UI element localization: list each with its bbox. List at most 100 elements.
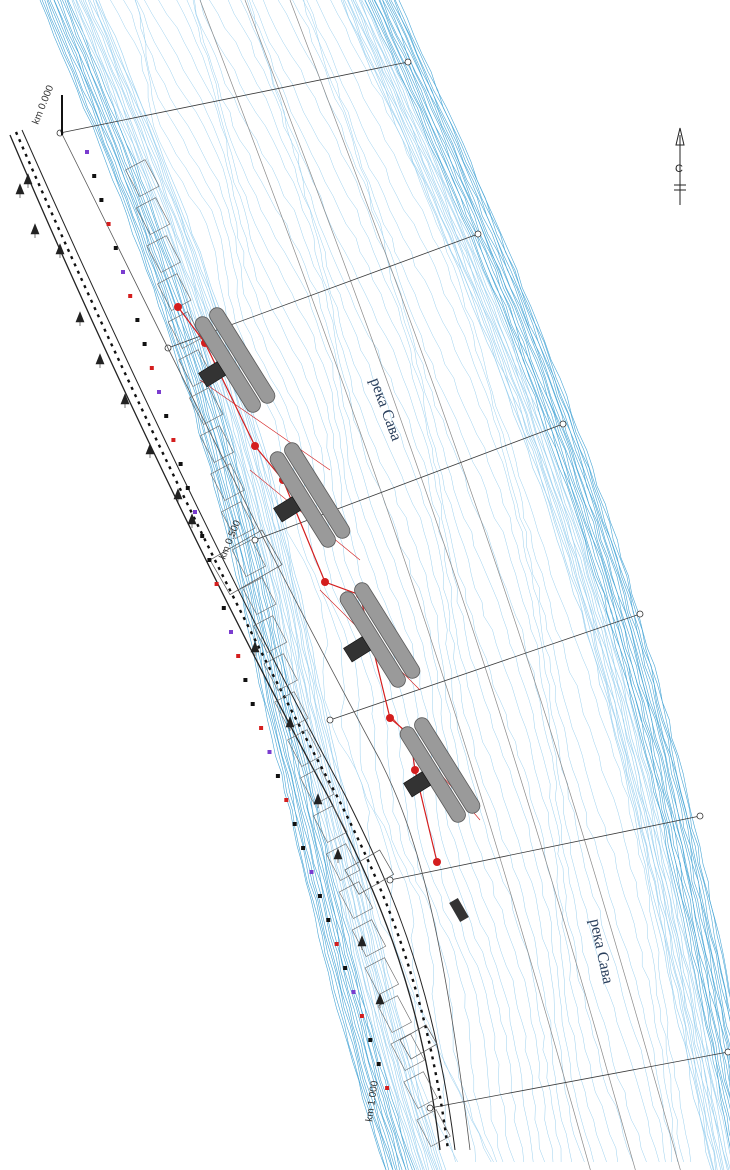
cross-section-end-marker — [725, 1049, 730, 1055]
river-contour — [263, 0, 633, 1162]
bank-contour-right — [370, 0, 730, 1170]
road-marker — [284, 798, 288, 802]
road-marker — [229, 630, 233, 634]
road-marker — [128, 294, 132, 298]
left-river-bank — [40, 0, 446, 1170]
road-marker — [352, 990, 356, 994]
river-contour — [135, 0, 491, 1162]
pontoon-pair — [379, 715, 483, 837]
utility-node — [251, 442, 259, 450]
road-marker — [276, 774, 280, 778]
road-marker — [107, 222, 111, 226]
tree-icon — [251, 642, 259, 656]
road-marker — [186, 486, 190, 490]
road-marker — [92, 174, 96, 178]
cross-section-line — [330, 614, 640, 720]
road-marker — [385, 1086, 389, 1090]
river-label-lower: река Сава — [586, 917, 616, 985]
cross-section-line — [430, 1052, 728, 1108]
bank-contour-right — [347, 0, 715, 1170]
river-contour — [135, 0, 476, 1162]
road-marker — [99, 198, 103, 202]
river-contour — [303, 0, 672, 1162]
road-marker — [251, 702, 255, 706]
road-marker — [215, 582, 219, 586]
road-marker — [143, 342, 147, 346]
road-marker — [377, 1062, 381, 1066]
north-arrow-label: С — [675, 163, 683, 175]
river-contour — [177, 0, 515, 1162]
road-marker — [121, 270, 125, 274]
road-marker — [179, 462, 183, 466]
road-marker — [301, 846, 305, 850]
bank-contour-right — [351, 0, 720, 1170]
bank-contour-left — [47, 0, 393, 1170]
road-marker — [207, 558, 211, 562]
chainage-label-mid: km 0.500 — [218, 518, 244, 561]
river-contour — [331, 0, 691, 1162]
bank-contour-right — [365, 0, 730, 1170]
utility-node — [411, 766, 419, 774]
tree-icon — [31, 224, 39, 238]
cross-section-end-marker — [475, 231, 481, 237]
road-marker — [360, 1014, 364, 1018]
cross-section-start-marker — [327, 717, 333, 723]
road-marker — [268, 750, 272, 754]
fairway-line — [200, 0, 590, 1170]
road-marker — [135, 318, 139, 322]
north-arrow: С — [674, 128, 686, 205]
river-label-upper: река Сава — [366, 376, 405, 444]
road-marker — [293, 822, 297, 826]
river-contour — [159, 0, 504, 1162]
utility-node — [433, 858, 441, 866]
tree-icon — [24, 174, 32, 188]
road-marker — [343, 966, 347, 970]
road-marker — [222, 606, 226, 610]
bank-contour-right — [361, 0, 730, 1170]
fairway-line — [290, 0, 680, 1170]
cross-section-end-marker — [405, 59, 411, 65]
road-marker — [171, 438, 175, 442]
bank-contour-right — [372, 0, 730, 1170]
tree-icon — [16, 184, 24, 198]
road-marker — [157, 390, 161, 394]
cross-section-end-marker — [637, 611, 643, 617]
road-marker — [164, 414, 168, 418]
cross-section-end-marker — [697, 813, 703, 819]
bank-contour-right — [365, 0, 730, 1170]
road-marker — [318, 894, 322, 898]
tree-symbols — [16, 174, 384, 1008]
bank-contour-right — [391, 0, 730, 1170]
promenade-edge-river — [60, 130, 470, 1150]
river-contour — [110, 0, 457, 1162]
cross-section-line — [390, 816, 700, 880]
bank-contour-left — [61, 0, 407, 1170]
bank-contour-left — [54, 0, 397, 1170]
right-river-bank — [341, 0, 730, 1170]
road-marker — [259, 726, 263, 730]
road-marker — [85, 150, 89, 154]
tree-icon — [146, 444, 154, 458]
river-contour — [252, 0, 618, 1162]
cross-section-end-marker — [560, 421, 566, 427]
road-marker — [200, 534, 204, 538]
utility-node — [174, 303, 182, 311]
small-dock — [449, 898, 469, 922]
tree-icon — [334, 849, 342, 863]
bank-contour-right — [348, 0, 717, 1170]
chainage-label-start: km 0.000 — [31, 83, 57, 126]
tree-icon — [96, 354, 104, 368]
tree-icon — [76, 312, 84, 326]
site-markers — [62, 95, 389, 1090]
road-marker — [368, 1038, 372, 1042]
bank-contour-right — [375, 0, 730, 1170]
river-contour-lines — [110, 0, 690, 1170]
road-marker — [236, 654, 240, 658]
road-marker — [114, 246, 118, 250]
bank-contour-right — [353, 0, 724, 1170]
utility-node — [321, 578, 329, 586]
road-marker — [326, 918, 330, 922]
road-marker — [243, 678, 247, 682]
